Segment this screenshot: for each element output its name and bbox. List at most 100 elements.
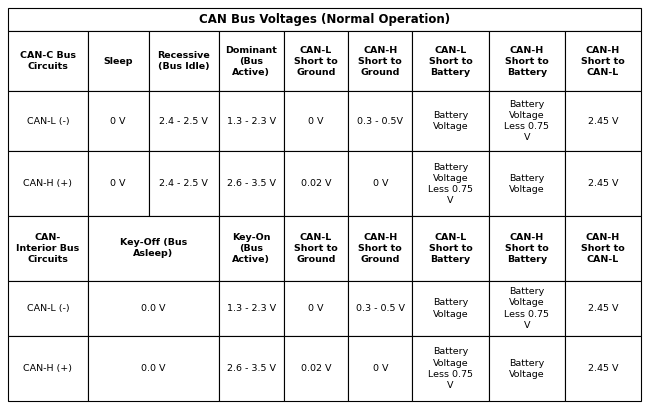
- Text: CAN-H (+): CAN-H (+): [23, 364, 72, 373]
- Text: 2.45 V: 2.45 V: [587, 364, 618, 373]
- Bar: [565, 216, 641, 281]
- Text: Battery
Voltage
Less 0.75
V: Battery Voltage Less 0.75 V: [428, 162, 473, 205]
- Bar: [565, 91, 641, 151]
- Bar: [348, 31, 413, 91]
- Text: CAN-L (-): CAN-L (-): [27, 117, 69, 126]
- Bar: [284, 281, 348, 336]
- Bar: [284, 216, 348, 281]
- Text: CAN-C Bus
Circuits: CAN-C Bus Circuits: [20, 51, 76, 71]
- Bar: [413, 31, 489, 91]
- Text: CAN-H (+): CAN-H (+): [23, 179, 72, 188]
- Text: CAN-L (-): CAN-L (-): [27, 304, 69, 313]
- Bar: [88, 151, 149, 216]
- Text: 2.45 V: 2.45 V: [587, 179, 618, 188]
- Bar: [219, 281, 284, 336]
- Text: Key-On
(Bus
Active): Key-On (Bus Active): [232, 233, 271, 264]
- Text: 0 V: 0 V: [373, 179, 388, 188]
- Text: 0.02 V: 0.02 V: [300, 364, 331, 373]
- Text: CAN Bus Voltages (Normal Operation): CAN Bus Voltages (Normal Operation): [199, 13, 450, 26]
- Bar: [565, 31, 641, 91]
- Bar: [489, 281, 565, 336]
- Bar: [219, 336, 284, 401]
- Text: CAN-H
Short to
Ground: CAN-H Short to Ground: [358, 45, 402, 77]
- Text: 2.4 - 2.5 V: 2.4 - 2.5 V: [160, 179, 208, 188]
- Text: 1.3 - 2.3 V: 1.3 - 2.3 V: [227, 117, 276, 126]
- Bar: [489, 151, 565, 216]
- Bar: [8, 336, 88, 401]
- Text: 0.0 V: 0.0 V: [141, 304, 165, 313]
- Bar: [8, 216, 88, 281]
- Text: CAN-L
Short to
Ground: CAN-L Short to Ground: [294, 45, 337, 77]
- Text: Sleep: Sleep: [103, 57, 133, 66]
- Bar: [413, 91, 489, 151]
- Text: Battery
Voltage
Less 0.75
V: Battery Voltage Less 0.75 V: [504, 288, 549, 330]
- Bar: [489, 31, 565, 91]
- Text: Battery
Voltage: Battery Voltage: [509, 359, 545, 379]
- Text: 0 V: 0 V: [110, 179, 126, 188]
- Text: 0.02 V: 0.02 V: [300, 179, 331, 188]
- Text: Battery
Voltage
Less 0.75
V: Battery Voltage Less 0.75 V: [504, 100, 549, 142]
- Bar: [88, 91, 149, 151]
- Text: Battery
Voltage: Battery Voltage: [509, 174, 545, 194]
- Bar: [489, 216, 565, 281]
- Text: 0 V: 0 V: [110, 117, 126, 126]
- Text: 2.45 V: 2.45 V: [587, 117, 618, 126]
- Bar: [88, 31, 149, 91]
- Bar: [8, 91, 88, 151]
- Text: 2.4 - 2.5 V: 2.4 - 2.5 V: [160, 117, 208, 126]
- Text: Key-Off (Bus
Asleep): Key-Off (Bus Asleep): [120, 238, 187, 258]
- Bar: [8, 281, 88, 336]
- Bar: [413, 151, 489, 216]
- Bar: [284, 31, 348, 91]
- Text: CAN-H
Short to
Battery: CAN-H Short to Battery: [505, 233, 548, 264]
- Text: 0.3 - 0.5 V: 0.3 - 0.5 V: [356, 304, 405, 313]
- Text: CAN-L
Short to
Battery: CAN-L Short to Battery: [429, 45, 472, 77]
- Text: 2.6 - 3.5 V: 2.6 - 3.5 V: [227, 179, 276, 188]
- Bar: [565, 151, 641, 216]
- Bar: [8, 151, 88, 216]
- Bar: [149, 151, 219, 216]
- Text: CAN-H
Short to
CAN-L: CAN-H Short to CAN-L: [581, 45, 625, 77]
- Bar: [413, 336, 489, 401]
- Text: Battery
Voltage: Battery Voltage: [433, 299, 469, 319]
- Bar: [284, 336, 348, 401]
- Bar: [219, 91, 284, 151]
- Bar: [88, 216, 219, 281]
- Bar: [413, 216, 489, 281]
- Bar: [413, 281, 489, 336]
- Text: 0 V: 0 V: [308, 304, 324, 313]
- Bar: [284, 91, 348, 151]
- Bar: [8, 8, 641, 31]
- Text: CAN-H
Short to
Battery: CAN-H Short to Battery: [505, 45, 548, 77]
- Bar: [348, 91, 413, 151]
- Text: 0 V: 0 V: [308, 117, 324, 126]
- Bar: [88, 336, 219, 401]
- Text: Recessive
(Bus Idle): Recessive (Bus Idle): [158, 51, 210, 71]
- Text: 1.3 - 2.3 V: 1.3 - 2.3 V: [227, 304, 276, 313]
- Bar: [489, 336, 565, 401]
- Bar: [565, 336, 641, 401]
- Bar: [489, 91, 565, 151]
- Text: 0 V: 0 V: [373, 364, 388, 373]
- Text: 0.0 V: 0.0 V: [141, 364, 165, 373]
- Text: Battery
Voltage: Battery Voltage: [433, 111, 469, 131]
- Text: 2.6 - 3.5 V: 2.6 - 3.5 V: [227, 364, 276, 373]
- Text: CAN-H
Short to
CAN-L: CAN-H Short to CAN-L: [581, 233, 625, 264]
- Bar: [219, 31, 284, 91]
- Bar: [219, 216, 284, 281]
- Text: CAN-
Interior Bus
Circuits: CAN- Interior Bus Circuits: [16, 233, 79, 264]
- Text: CAN-L
Short to
Ground: CAN-L Short to Ground: [294, 233, 337, 264]
- Bar: [348, 281, 413, 336]
- Bar: [88, 281, 219, 336]
- Bar: [284, 151, 348, 216]
- Text: CAN-L
Short to
Battery: CAN-L Short to Battery: [429, 233, 472, 264]
- Text: CAN-H
Short to
Ground: CAN-H Short to Ground: [358, 233, 402, 264]
- Text: 2.45 V: 2.45 V: [587, 304, 618, 313]
- Bar: [565, 281, 641, 336]
- Bar: [8, 31, 88, 91]
- Bar: [348, 216, 413, 281]
- Bar: [149, 31, 219, 91]
- Text: 0.3 - 0.5V: 0.3 - 0.5V: [357, 117, 403, 126]
- Bar: [348, 151, 413, 216]
- Bar: [348, 336, 413, 401]
